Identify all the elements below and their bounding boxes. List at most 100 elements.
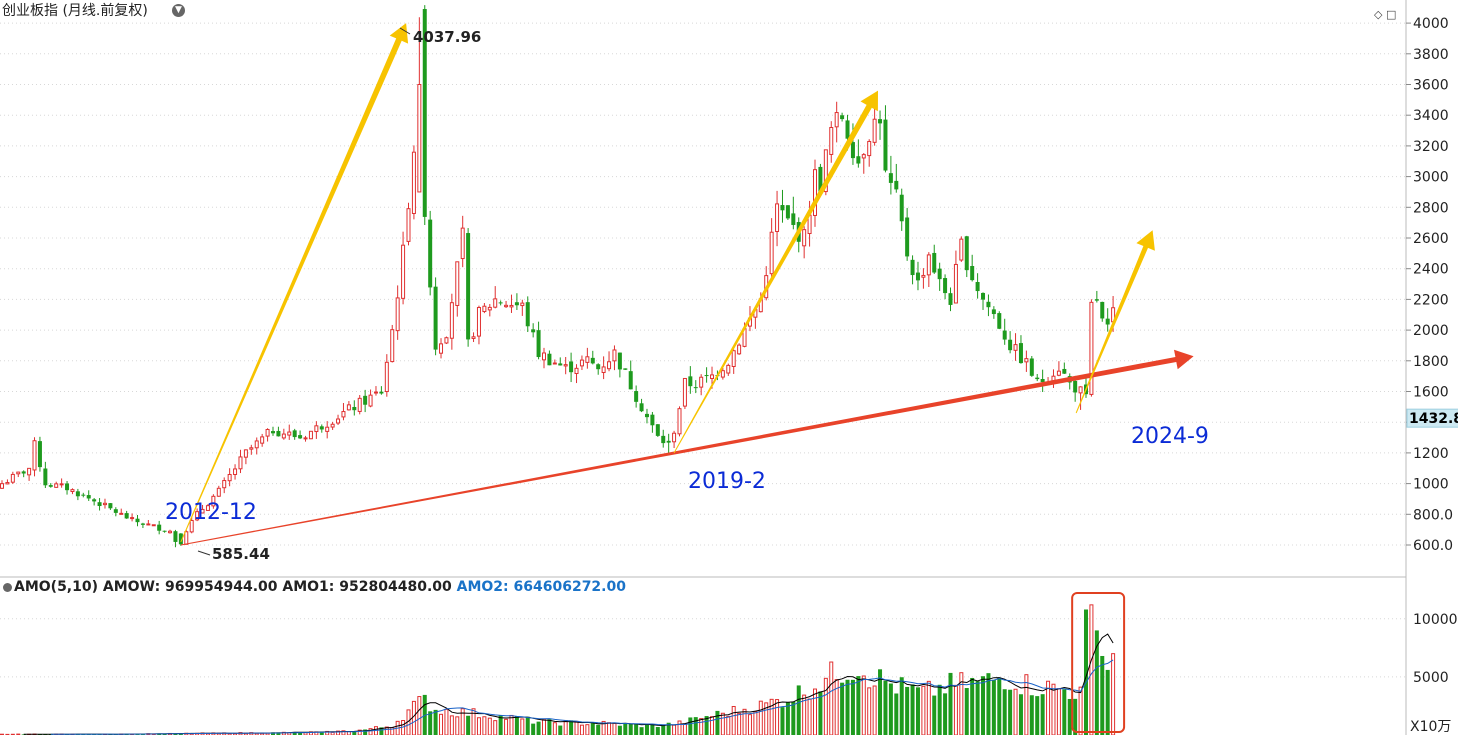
candle-body: [780, 205, 785, 211]
volume-unit-label: X10万: [1410, 719, 1451, 735]
volume-bar: [905, 686, 910, 735]
volume-bar: [780, 707, 785, 735]
volume-bar: [926, 680, 931, 735]
volume-bar: [1105, 669, 1110, 735]
candle-body: [888, 173, 893, 183]
candle-body: [644, 413, 649, 418]
volume-bar: [1078, 686, 1083, 735]
square-icon[interactable]: □: [1385, 8, 1397, 21]
volume-bar: [807, 698, 812, 735]
candle-body: [417, 84, 422, 193]
candle-body: [959, 238, 964, 261]
volume-bar: [514, 716, 519, 735]
volume-bar: [1035, 696, 1040, 735]
candle-body: [672, 432, 677, 443]
candle-body: [802, 229, 807, 247]
volume-bar: [867, 687, 872, 735]
candle-body: [308, 430, 313, 440]
candle-body: [119, 512, 124, 515]
candle-body: [1008, 339, 1013, 351]
candle-body: [439, 343, 444, 354]
volume-bar: [666, 722, 671, 735]
candle-body: [525, 302, 530, 327]
volume-bar: [769, 698, 774, 735]
candle-body: [991, 309, 996, 315]
volume-bar: [742, 708, 747, 735]
volume-bar: [466, 715, 471, 735]
candle-body: [124, 513, 129, 519]
highlight-box: [1071, 592, 1126, 733]
candle-body: [574, 367, 579, 375]
volume-bar: [504, 718, 509, 735]
candle-body: [845, 120, 850, 139]
volume-bar: [493, 720, 498, 735]
candle-body: [341, 411, 346, 418]
volume-bar: [482, 716, 487, 735]
volume-bar: [634, 723, 639, 735]
indicator-dropdown-icon[interactable]: [3, 582, 12, 592]
candle-body: [390, 329, 395, 363]
candle-body: [368, 394, 373, 407]
indicator-bar: AMO(5,10) AMOW: 969954944.00 AMO1: 95280…: [0, 578, 1408, 596]
volume-bar: [417, 696, 422, 735]
current-price-label: 1432.8: [1409, 411, 1458, 427]
candle-body: [926, 254, 931, 276]
candle-body: [883, 119, 888, 171]
date-label-2024-9: 2024-9: [1131, 424, 1209, 449]
candle-body: [655, 424, 660, 436]
candle-body: [536, 330, 541, 358]
volume-bar: [1040, 694, 1045, 735]
candle-body: [422, 9, 427, 217]
trend-arrow-yellow-2019: [673, 90, 878, 454]
volume-bar: [747, 714, 752, 735]
candle-body: [238, 456, 243, 470]
chevron-down-icon[interactable]: ▼: [172, 4, 185, 17]
volume-bar: [1073, 698, 1078, 735]
volume-bar: [1013, 688, 1018, 735]
low-pointer: [197, 550, 211, 556]
price-tick-label: 3000: [1413, 170, 1449, 186]
volume-bar: [612, 722, 617, 735]
candle-body: [704, 375, 709, 377]
candle-body: [243, 449, 248, 458]
volume-bar: [856, 676, 861, 735]
volume-bar: [1008, 689, 1013, 735]
candle-body: [205, 505, 210, 511]
candle-body: [1029, 358, 1034, 376]
candle-body: [151, 524, 156, 527]
candle-body: [1089, 301, 1094, 395]
volume-bar: [682, 723, 687, 735]
candle-body: [449, 302, 454, 339]
candle-body: [319, 426, 324, 430]
candle-body: [878, 119, 883, 124]
price-tick-label: 2200: [1413, 292, 1449, 308]
candle-body: [37, 441, 42, 468]
volume-bar: [915, 687, 920, 735]
volume-bar: [1067, 698, 1072, 735]
volume-bar: [1100, 655, 1105, 735]
candle-body: [634, 391, 639, 402]
candle-body: [314, 425, 319, 433]
candle-body: [184, 531, 189, 545]
candle-body: [130, 517, 135, 520]
candle-body: [688, 376, 693, 387]
volume-bar: [628, 723, 633, 735]
volume-bar: [547, 719, 552, 735]
candle-body: [1078, 386, 1083, 394]
volume-bar: [818, 691, 823, 735]
volume-bar: [574, 720, 579, 735]
diamond-icon[interactable]: ◇: [1374, 8, 1383, 21]
header-icon-group[interactable]: ◇ □: [1374, 4, 1396, 26]
candle-body: [298, 435, 303, 439]
volume-bar: [737, 712, 742, 735]
candle-body: [75, 491, 80, 497]
volume-bar: [943, 693, 948, 735]
volume-bar: [693, 717, 698, 735]
volume-bar: [341, 730, 346, 735]
candle-body: [466, 233, 471, 340]
volume-bar: [498, 714, 503, 735]
volume-bar: [569, 720, 574, 735]
candle-body: [612, 349, 617, 362]
candle-body: [932, 252, 937, 273]
high-value-label: 4037.96: [413, 28, 481, 46]
